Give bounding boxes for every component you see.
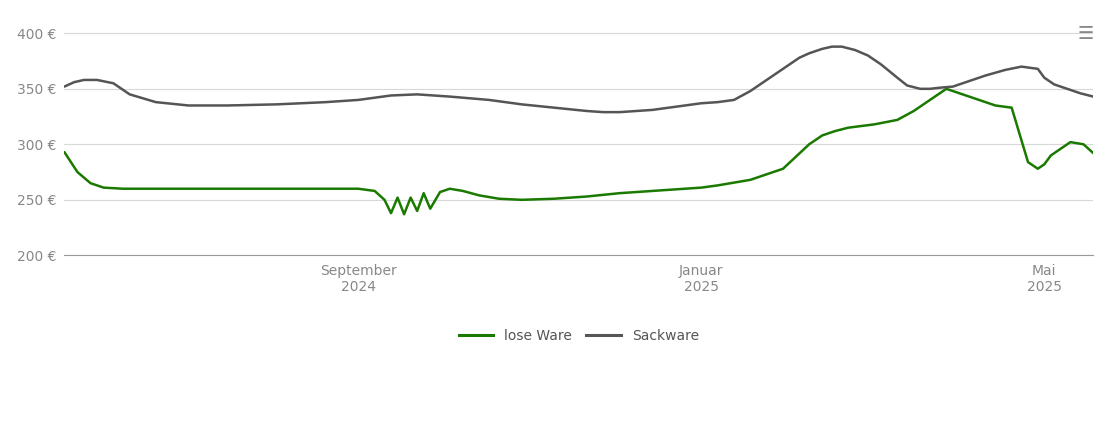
Text: ☰: ☰: [1077, 25, 1093, 44]
Legend: lose Ware, Sackware: lose Ware, Sackware: [453, 324, 705, 349]
